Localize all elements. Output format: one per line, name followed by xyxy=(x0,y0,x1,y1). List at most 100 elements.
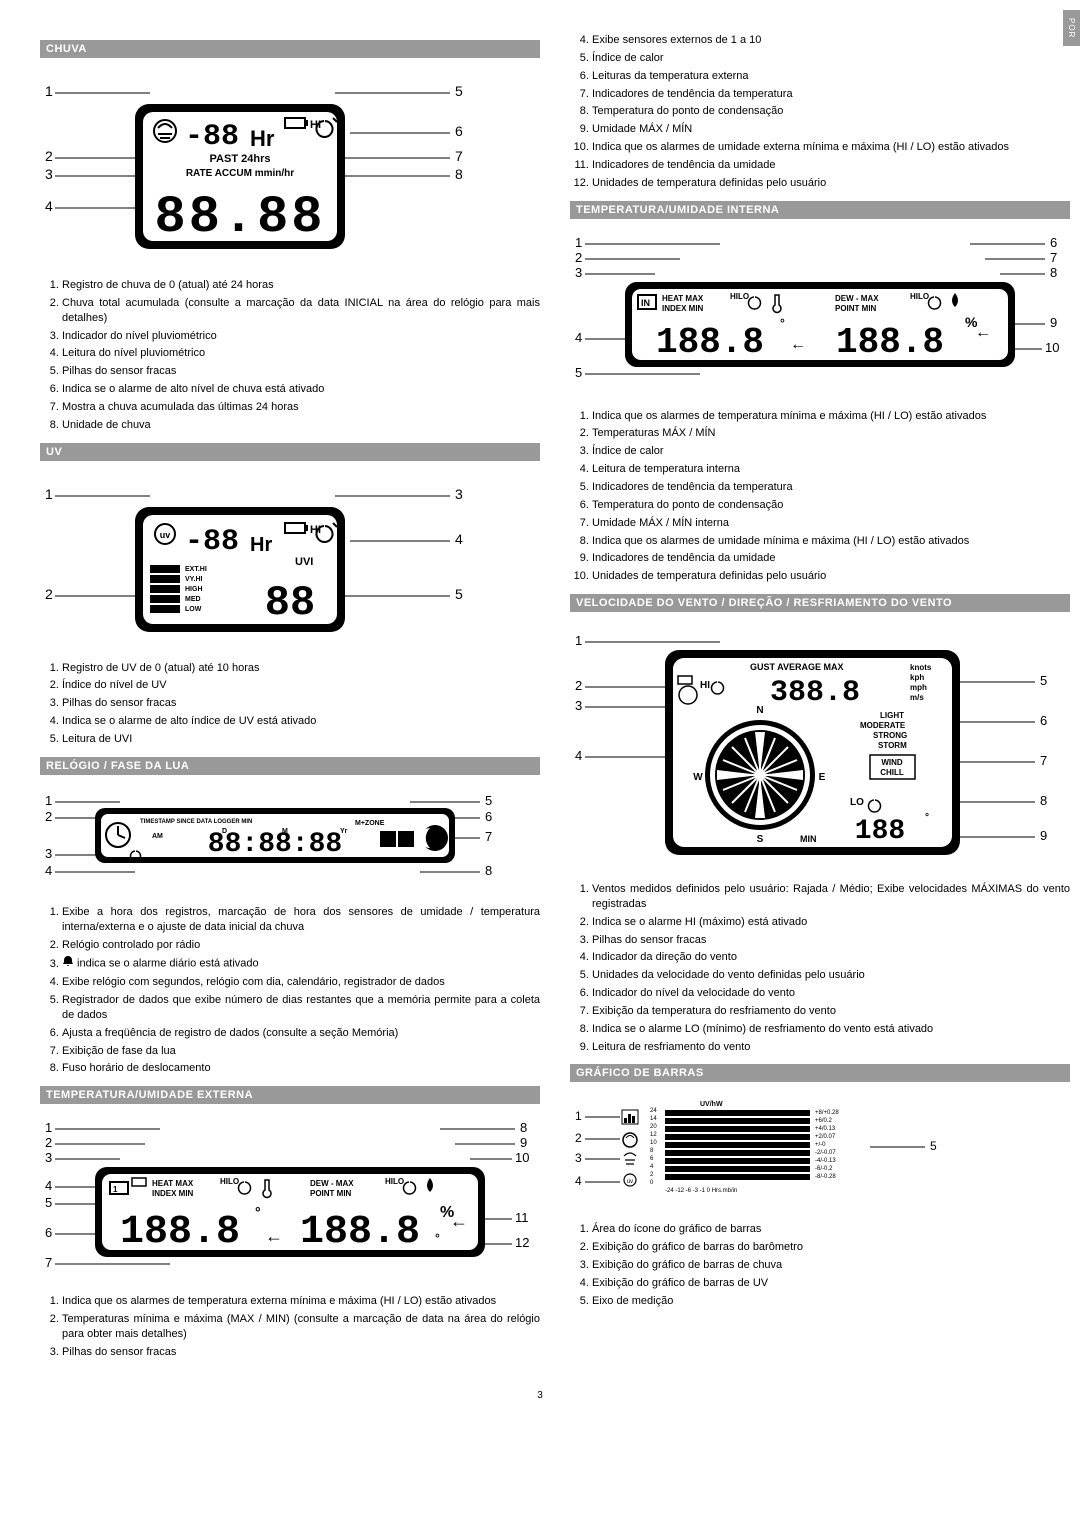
diagram-uv: 1 2 3 4 5 uv -88 Hr HI UVI EXT.HI VY.HI … xyxy=(40,469,540,649)
list-item: Exibe sensores externos de 1 a 10 xyxy=(592,33,1070,48)
svg-text:EXT.HI: EXT.HI xyxy=(185,566,207,573)
svg-text:Hr: Hr xyxy=(250,534,272,556)
svg-text:MODERATE: MODERATE xyxy=(860,721,906,730)
svg-text:Hr: Hr xyxy=(250,126,275,151)
svg-text:1: 1 xyxy=(45,1120,52,1135)
svg-text:MIN: MIN xyxy=(800,834,817,844)
svg-text:8: 8 xyxy=(520,1120,527,1135)
svg-text:←: ← xyxy=(790,336,806,353)
svg-text:7: 7 xyxy=(1040,753,1047,768)
svg-text:3: 3 xyxy=(455,486,463,502)
svg-text:knots: knots xyxy=(910,663,932,672)
list-item: Índice de calor xyxy=(592,51,1070,66)
svg-text:HIGH: HIGH xyxy=(185,586,203,593)
svg-text:DEW - MAX: DEW - MAX xyxy=(310,1179,354,1188)
list-relogio: Exibe a hora dos registros, marcação de … xyxy=(40,905,540,1076)
svg-text:+2/0.07: +2/0.07 xyxy=(815,1134,836,1140)
list-item: Eixo de medição xyxy=(592,1294,1070,1309)
section-header-vento: VELOCIDADE DO VENTO / DIREÇÃO / RESFRIAM… xyxy=(570,594,1070,612)
svg-text:1: 1 xyxy=(45,83,53,99)
svg-text:GUST AVERAGE MAX: GUST AVERAGE MAX xyxy=(750,662,844,672)
list-item: Indicadores de tendência da umidade xyxy=(592,551,1070,566)
diagram-temp-ext: 1 2 3 4 5 6 7 8 9 10 11 12 1 HEAT MAX IN… xyxy=(40,1112,540,1282)
svg-text:9: 9 xyxy=(1040,828,1047,843)
list-item: Ventos medidos definidos pelo usuário: R… xyxy=(592,882,1070,912)
list-item: Indica que os alarmes de umidade externa… xyxy=(592,140,1070,155)
svg-text:UVI: UVI xyxy=(295,556,313,568)
list-temp-ext: Indica que os alarmes de temperatura ext… xyxy=(40,1294,540,1359)
svg-text:14: 14 xyxy=(650,1116,657,1122)
list-item: Exibição do gráfico de barras de UV xyxy=(592,1276,1070,1291)
list-item: Unidade de chuva xyxy=(62,418,540,433)
svg-text:1: 1 xyxy=(45,793,52,808)
svg-text:88: 88 xyxy=(265,579,315,627)
list-item: Exibição da temperatura do resfriamento … xyxy=(592,1004,1070,1019)
svg-text:6: 6 xyxy=(650,1156,654,1162)
list-item: Leitura de resfriamento do vento xyxy=(592,1040,1070,1055)
list-item: indica se o alarme diário está ativado xyxy=(62,955,540,972)
list-item: Índice de calor xyxy=(592,444,1070,459)
svg-text:8: 8 xyxy=(455,166,463,182)
svg-text:4: 4 xyxy=(455,531,463,547)
list-item: Chuva total acumulada (consulte a marcaç… xyxy=(62,296,540,326)
list-item: Registro de UV de 0 (atual) até 10 horas xyxy=(62,661,540,676)
section-header-temp-ext: TEMPERATURA/UMIDADE EXTERNA xyxy=(40,1086,540,1104)
list-item: Temperaturas mínima e máxima (MAX / MIN)… xyxy=(62,1312,540,1342)
list-item: Registrador de dados que exibe número de… xyxy=(62,993,540,1023)
svg-text:4: 4 xyxy=(575,748,582,763)
svg-text:+6/0.2: +6/0.2 xyxy=(815,1118,833,1124)
svg-text:mph: mph xyxy=(910,683,927,692)
svg-text:°: ° xyxy=(925,812,929,823)
list-item: Umidade MÁX / MÍN xyxy=(592,122,1070,137)
svg-text:UV/hW: UV/hW xyxy=(700,1101,723,1108)
svg-text:STRONG: STRONG xyxy=(873,731,907,740)
svg-text:12: 12 xyxy=(515,1235,529,1250)
list-item: Exibição do gráfico de barras do barômet… xyxy=(592,1240,1070,1255)
svg-text:W: W xyxy=(693,772,703,783)
list-item: Ajusta a freqüência de registro de dados… xyxy=(62,1026,540,1041)
list-item: Indicador do nível da velocidade do vent… xyxy=(592,986,1070,1001)
section-header-uv: UV xyxy=(40,443,540,461)
list-item: Temperaturas MÁX / MÍN xyxy=(592,426,1070,441)
list-item: Indica que os alarmes de temperatura mín… xyxy=(592,409,1070,424)
section-header-relogio: RELÓGIO / FASE DA LUA xyxy=(40,757,540,775)
svg-text:12: 12 xyxy=(650,1132,657,1138)
svg-text:MED: MED xyxy=(185,596,201,603)
svg-text:5: 5 xyxy=(1040,673,1047,688)
list-item: Exibição do gráfico de barras de chuva xyxy=(592,1258,1070,1273)
list-item: Unidades de temperatura definidas pelo u… xyxy=(592,569,1070,584)
svg-text:TIMESTAMP SINCE DATA LOGGER M: TIMESTAMP SINCE DATA LOGGER MIN xyxy=(140,819,252,825)
section-header-grafico: GRÁFICO DE BARRAS xyxy=(570,1064,1070,1082)
svg-text:188: 188 xyxy=(855,816,905,847)
svg-text:+/-0: +/-0 xyxy=(815,1142,826,1148)
svg-text:LIGHT: LIGHT xyxy=(880,711,904,720)
svg-text:2: 2 xyxy=(575,250,582,265)
svg-text:7: 7 xyxy=(1050,250,1057,265)
svg-text:LOW: LOW xyxy=(185,606,202,613)
svg-text:4: 4 xyxy=(575,1174,582,1188)
svg-text:5: 5 xyxy=(930,1139,937,1153)
svg-text:4: 4 xyxy=(575,330,582,345)
svg-text:uv: uv xyxy=(160,530,171,540)
svg-text:6: 6 xyxy=(485,809,492,824)
svg-text:IN: IN xyxy=(641,298,650,308)
list-item: Unidades de temperatura definidas pelo u… xyxy=(592,176,1070,191)
svg-text:1: 1 xyxy=(45,486,53,502)
svg-text:HILO: HILO xyxy=(385,1177,404,1186)
svg-text:HEAT MAX: HEAT MAX xyxy=(662,294,704,303)
svg-text:5: 5 xyxy=(485,793,492,808)
svg-text:D: D xyxy=(222,828,227,835)
svg-text:←: ← xyxy=(450,1211,468,1231)
svg-text:°: ° xyxy=(435,1231,440,1245)
list-item: Temperatura do ponto de condensação xyxy=(592,498,1070,513)
svg-text:3: 3 xyxy=(45,1150,52,1165)
list-item: Exibe relógio com segundos, relógio com … xyxy=(62,975,540,990)
svg-text:←: ← xyxy=(265,1226,283,1246)
svg-text:DEW - MAX: DEW - MAX xyxy=(835,294,879,303)
svg-text:3: 3 xyxy=(45,166,53,182)
svg-text:0: 0 xyxy=(650,1180,654,1186)
list-item: Leitura de UVI xyxy=(62,732,540,747)
svg-text:INDEX MIN: INDEX MIN xyxy=(662,304,704,313)
list-item: Temperatura do ponto de condensação xyxy=(592,104,1070,119)
svg-text:-24 -12 -6 -3 -1 0 Hrs.mb/: -24 -12 -6 -3 -1 0 Hrs.mb/in xyxy=(665,1188,737,1194)
